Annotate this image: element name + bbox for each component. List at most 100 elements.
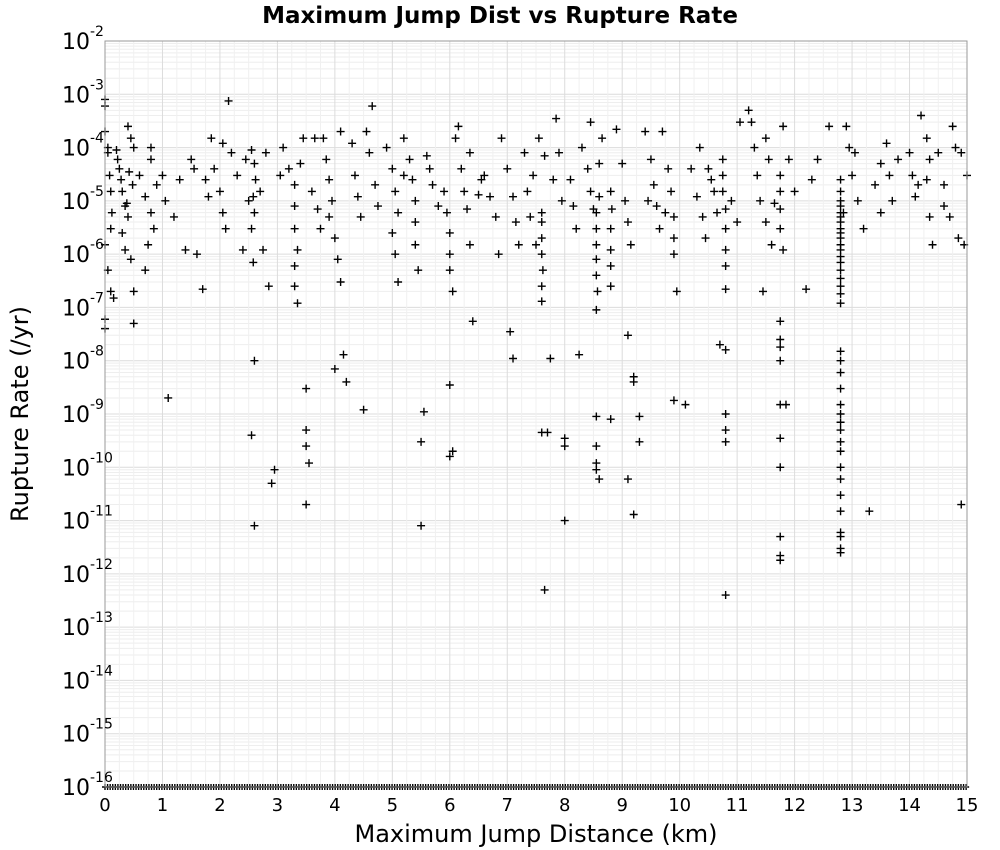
y-tick-exponent: -2 xyxy=(90,24,104,40)
data-point xyxy=(664,164,673,173)
data-point xyxy=(575,350,584,359)
data-point xyxy=(514,240,523,249)
data-point xyxy=(593,287,602,296)
x-axis-label: Maximum Jump Distance (km) xyxy=(355,820,718,848)
data-point xyxy=(845,143,854,152)
data-point xyxy=(802,285,811,294)
data-point xyxy=(836,426,845,435)
data-point xyxy=(592,255,601,264)
data-point xyxy=(250,208,259,217)
data-point xyxy=(259,245,268,254)
data-point xyxy=(649,180,658,189)
data-point xyxy=(945,212,954,221)
data-point xyxy=(244,196,253,205)
data-point xyxy=(721,224,730,233)
y-tick-label: 10 xyxy=(62,83,90,108)
data-point xyxy=(293,245,302,254)
data-point xyxy=(871,180,880,189)
y-tick-label: 10 xyxy=(62,243,90,268)
y-tick-exponent: -13 xyxy=(90,610,113,626)
data-point xyxy=(224,96,233,105)
data-point xyxy=(290,261,299,270)
data-point xyxy=(546,354,555,363)
data-point xyxy=(422,151,431,160)
data-point xyxy=(770,199,779,208)
data-point xyxy=(192,250,201,259)
data-point xyxy=(356,212,365,221)
data-point xyxy=(911,192,920,201)
data-point xyxy=(141,266,150,275)
data-point xyxy=(595,159,604,168)
data-point xyxy=(779,245,788,254)
data-point xyxy=(718,155,727,164)
x-tick-label: 9 xyxy=(616,795,627,816)
data-point xyxy=(113,155,122,164)
data-point xyxy=(391,250,400,259)
data-point xyxy=(635,412,644,421)
data-point xyxy=(359,405,368,414)
data-point xyxy=(448,447,457,456)
data-point xyxy=(744,106,753,115)
data-point xyxy=(316,224,325,233)
data-point xyxy=(629,510,638,519)
data-point xyxy=(747,118,756,127)
data-point xyxy=(865,507,874,516)
data-point xyxy=(779,122,788,131)
data-point xyxy=(641,127,650,136)
y-tick-label: 10 xyxy=(62,190,90,215)
y-tick-exponent: -9 xyxy=(90,397,104,413)
y-tick-label: 10 xyxy=(62,403,90,428)
data-point xyxy=(247,431,256,440)
data-point xyxy=(681,400,690,409)
data-point xyxy=(704,164,713,173)
data-point xyxy=(425,164,434,173)
data-point xyxy=(250,356,259,365)
data-point xyxy=(417,437,426,446)
data-point xyxy=(736,118,745,127)
data-point xyxy=(908,171,917,180)
y-tick-exponent: -11 xyxy=(90,504,113,520)
data-point xyxy=(767,240,776,249)
data-point xyxy=(299,134,308,143)
data-point xyxy=(836,347,845,356)
data-point xyxy=(721,245,730,254)
data-point xyxy=(319,134,328,143)
data-point xyxy=(776,463,785,472)
data-point xyxy=(293,299,302,308)
data-point xyxy=(606,224,615,233)
data-point xyxy=(198,285,207,294)
x-tick-label: 3 xyxy=(272,795,283,816)
data-point xyxy=(250,159,259,168)
data-point xyxy=(753,171,762,180)
x-tick-label: 8 xyxy=(559,795,570,816)
data-point xyxy=(934,148,943,157)
data-point xyxy=(327,196,336,205)
data-point xyxy=(836,266,845,275)
data-point xyxy=(758,287,767,296)
data-point xyxy=(661,208,670,217)
data-point xyxy=(218,208,227,217)
data-point xyxy=(566,175,575,184)
data-point xyxy=(394,278,403,287)
data-point xyxy=(733,218,742,227)
data-point xyxy=(621,196,630,205)
data-point xyxy=(756,196,765,205)
data-point xyxy=(146,143,155,152)
y-tick-exponent: -5 xyxy=(90,184,104,200)
data-point xyxy=(646,155,655,164)
data-point xyxy=(442,208,451,217)
data-point xyxy=(623,331,632,340)
data-point xyxy=(322,155,331,164)
data-point xyxy=(362,127,371,136)
data-point xyxy=(494,250,503,259)
data-point xyxy=(839,208,848,217)
data-point xyxy=(710,187,719,196)
data-point xyxy=(336,278,345,287)
data-point xyxy=(721,205,730,214)
data-point xyxy=(905,148,914,157)
data-point xyxy=(954,234,963,243)
data-point xyxy=(247,224,256,233)
data-point xyxy=(727,196,736,205)
data-point xyxy=(761,218,770,227)
